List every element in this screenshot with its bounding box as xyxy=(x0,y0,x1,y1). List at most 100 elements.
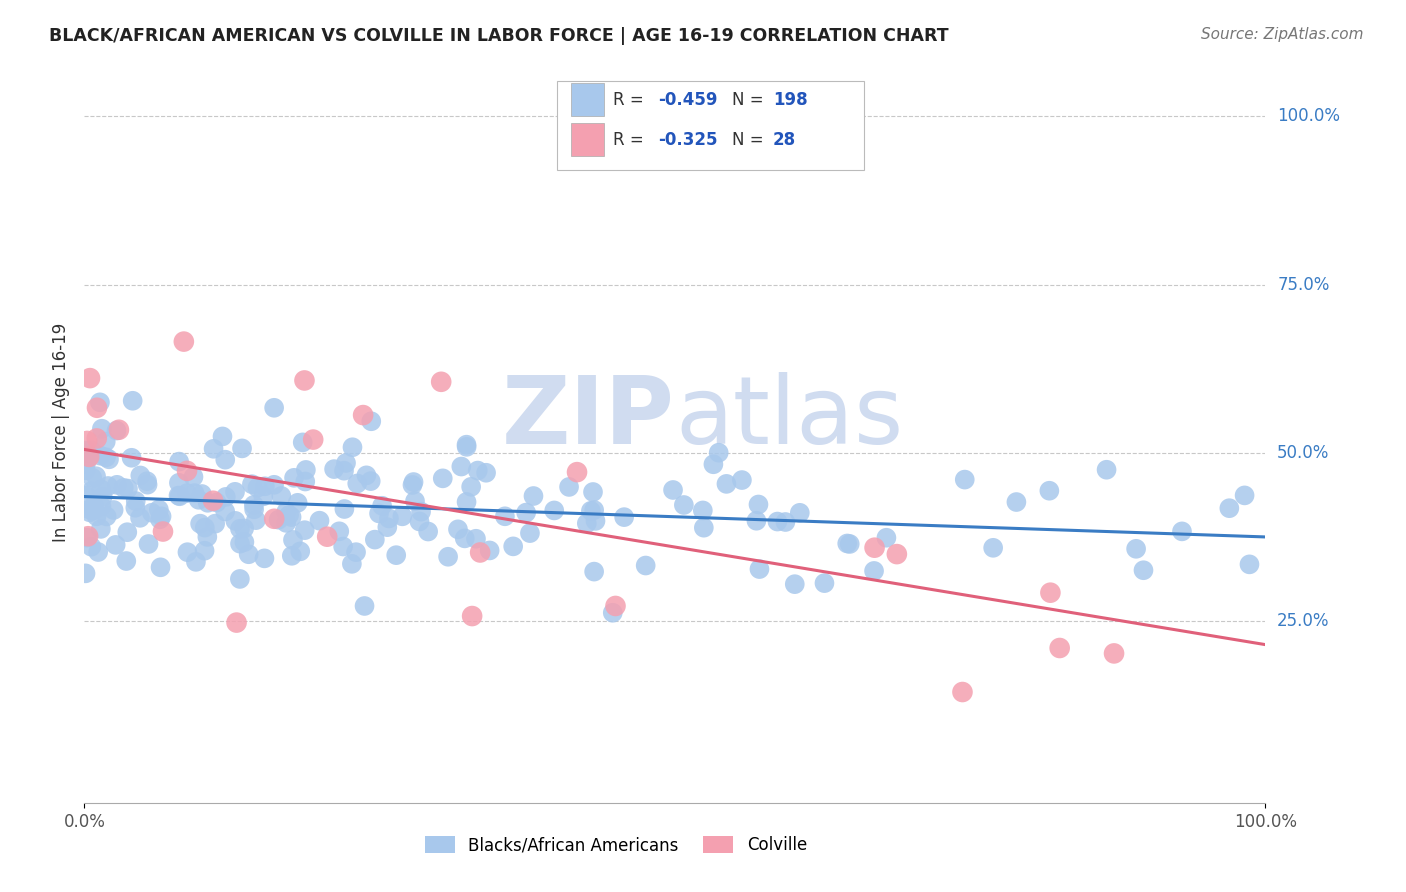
Point xyxy=(886,547,908,561)
Point xyxy=(460,480,482,494)
Point xyxy=(323,462,346,476)
Point xyxy=(1038,483,1060,498)
Point xyxy=(252,489,274,503)
Point xyxy=(149,560,172,574)
Text: 100.0%: 100.0% xyxy=(1277,107,1340,125)
Point xyxy=(408,515,430,529)
Point xyxy=(813,576,835,591)
Point xyxy=(75,566,97,581)
Point xyxy=(558,480,581,494)
Point xyxy=(745,514,768,528)
Point xyxy=(90,500,112,514)
Point xyxy=(233,535,256,549)
Point xyxy=(224,514,246,528)
Point xyxy=(461,609,484,624)
Point xyxy=(981,541,1004,555)
Point xyxy=(602,606,624,620)
Point xyxy=(86,509,108,524)
Point xyxy=(432,471,454,485)
Point xyxy=(465,532,488,546)
Text: N =: N = xyxy=(731,91,769,109)
Point xyxy=(747,498,769,512)
Point xyxy=(231,442,253,456)
Point xyxy=(1039,585,1062,599)
Point xyxy=(148,502,170,516)
Point xyxy=(97,479,120,493)
Point xyxy=(183,486,205,500)
Text: BLACK/AFRICAN AMERICAN VS COLVILLE IN LABOR FORCE | AGE 16-19 CORRELATION CHART: BLACK/AFRICAN AMERICAN VS COLVILLE IN LA… xyxy=(49,27,949,45)
Point xyxy=(184,555,207,569)
Point xyxy=(76,531,98,545)
Point xyxy=(378,511,401,525)
Point xyxy=(447,522,470,536)
Point xyxy=(87,545,110,559)
Point xyxy=(585,514,607,528)
Point xyxy=(875,531,897,545)
Point xyxy=(75,443,97,458)
Text: R =: R = xyxy=(613,91,650,109)
Y-axis label: In Labor Force | Age 16-19: In Labor Force | Age 16-19 xyxy=(52,323,70,542)
Point xyxy=(385,548,408,562)
Point xyxy=(195,530,218,544)
Point xyxy=(716,476,738,491)
Point xyxy=(169,489,191,503)
Point xyxy=(245,513,267,527)
Point xyxy=(295,463,318,477)
Point xyxy=(344,545,367,559)
Point xyxy=(360,474,382,488)
Point xyxy=(583,565,606,579)
Point xyxy=(79,502,101,516)
Point xyxy=(863,564,886,578)
Point xyxy=(253,551,276,566)
Point xyxy=(418,524,440,539)
Point xyxy=(263,401,285,415)
Point xyxy=(129,468,152,483)
Point xyxy=(783,577,806,591)
Point xyxy=(494,509,516,524)
Point xyxy=(302,433,325,447)
Point xyxy=(276,505,298,519)
Point xyxy=(112,481,135,495)
Point xyxy=(86,432,108,446)
Point xyxy=(193,543,215,558)
Point xyxy=(98,452,121,467)
Point xyxy=(456,438,478,452)
Point xyxy=(1132,563,1154,577)
Point xyxy=(335,456,357,470)
Point xyxy=(267,513,290,527)
Text: 75.0%: 75.0% xyxy=(1277,276,1330,293)
Point xyxy=(94,450,117,465)
Point xyxy=(605,599,627,613)
Point xyxy=(290,544,312,558)
Point xyxy=(79,505,101,519)
Point xyxy=(94,434,117,449)
Legend: Blacks/African Americans, Colville: Blacks/African Americans, Colville xyxy=(418,830,814,861)
Point xyxy=(205,495,228,509)
Point xyxy=(276,516,298,530)
Point xyxy=(391,509,413,524)
Point xyxy=(89,395,111,409)
Point xyxy=(253,479,276,493)
Text: -0.325: -0.325 xyxy=(658,131,718,149)
Point xyxy=(187,492,209,507)
Point xyxy=(233,521,256,535)
Point xyxy=(333,464,356,478)
Point xyxy=(83,499,105,513)
Point xyxy=(766,515,789,529)
Point xyxy=(662,483,685,497)
Point xyxy=(456,440,478,454)
Point xyxy=(333,502,356,516)
Point xyxy=(837,536,859,550)
Point xyxy=(202,442,225,456)
Point xyxy=(454,532,477,546)
Point xyxy=(1218,501,1240,516)
Point xyxy=(183,470,205,484)
Text: 28: 28 xyxy=(773,131,796,149)
Text: atlas: atlas xyxy=(675,372,903,464)
Point xyxy=(582,485,605,500)
FancyBboxPatch shape xyxy=(557,81,863,169)
Text: 50.0%: 50.0% xyxy=(1277,444,1330,462)
Point xyxy=(294,374,316,388)
Point xyxy=(214,452,236,467)
Point xyxy=(149,512,172,526)
